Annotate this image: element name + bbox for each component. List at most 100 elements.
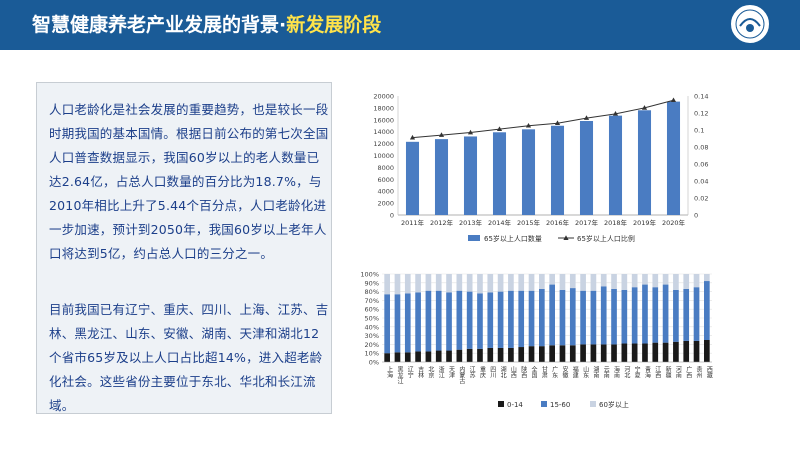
- elderly-segment: [466, 274, 473, 292]
- elderly-segment: [559, 274, 566, 290]
- elderly-segment: [580, 274, 586, 291]
- elderly-segment: [600, 274, 607, 287]
- left-axis-tick-label: 12000: [373, 140, 394, 148]
- year-tick-label: 2014年: [488, 218, 512, 227]
- elderly-segment: [384, 274, 390, 295]
- elderly-segment: [394, 274, 401, 295]
- year-tick-label: 2018年: [604, 218, 628, 227]
- ratio-marker: [641, 105, 648, 110]
- child-segment: [508, 347, 514, 362]
- percent-tick-label: 0%: [369, 359, 379, 367]
- year-tick-label: 2019年: [633, 218, 657, 227]
- population-bar: [434, 139, 449, 215]
- child-segment: [662, 342, 669, 362]
- ratio-marker: [612, 111, 619, 116]
- child-segment: [477, 348, 483, 362]
- child-segment: [580, 344, 586, 362]
- child-segment: [404, 352, 411, 362]
- province-tick-label: 上海: [386, 365, 393, 379]
- province-tick-label: 湖北: [499, 365, 506, 379]
- year-tick-label: 2015年: [517, 218, 541, 227]
- elderly-segment: [611, 274, 617, 289]
- ratio-marker: [438, 132, 445, 137]
- child-segment: [497, 347, 504, 362]
- ratio-line: [412, 99, 674, 139]
- ratio-marker: [583, 115, 590, 120]
- percent-tick-label: 100%: [360, 271, 379, 279]
- elderly-segment: [456, 274, 463, 291]
- left-axis-tick-label: 20000: [373, 93, 394, 101]
- age-structure-chart: 0%10%20%30%40%50%60%70%80%90%100% 上海 黑龙江 辽宁…: [360, 271, 712, 410]
- child-segment: [487, 347, 494, 362]
- ratio-marker: [670, 97, 677, 103]
- working-age-segment: [518, 290, 525, 348]
- working-age-segment: [508, 290, 514, 348]
- elderly-segment: [642, 274, 648, 285]
- province-tick-label: 吉林: [417, 366, 424, 379]
- province-tick-label: 云南: [602, 366, 609, 378]
- elderly-segment: [569, 274, 576, 289]
- child-segment: [693, 340, 700, 362]
- province-tick-label: 湖南: [592, 365, 599, 378]
- working-age-segment: [384, 294, 390, 354]
- population-bar: [608, 115, 623, 215]
- right-axis-tick-label: 0.04: [694, 178, 708, 186]
- population-bar: [550, 125, 565, 215]
- working-age-segment: [435, 290, 442, 351]
- working-age-segment: [580, 290, 586, 345]
- title-highlight: 新发展阶段: [286, 14, 382, 36]
- elderly-segment: [487, 274, 494, 293]
- working-age-segment: [528, 290, 535, 347]
- left-axis-tick-label: 2000: [377, 200, 394, 208]
- child-segment: [446, 350, 452, 362]
- elderly-segment: [621, 274, 628, 290]
- province-tick-label: 江苏: [468, 366, 475, 379]
- province-tick-label: 黑龙江: [396, 366, 403, 385]
- child-segment: [611, 344, 617, 362]
- legend-swatch: [498, 401, 504, 407]
- year-tick-label: 2011年: [401, 218, 425, 227]
- child-segment: [590, 344, 597, 362]
- percent-tick-label: 40%: [365, 323, 379, 331]
- elderly-segment: [435, 274, 442, 291]
- year-tick-label: 2017年: [575, 218, 599, 227]
- working-age-segment: [539, 288, 545, 347]
- right-axis-tick-label: 0.1: [694, 127, 704, 135]
- elderly-segment: [590, 274, 597, 291]
- province-tick-label: 浙江: [437, 365, 444, 379]
- child-segment: [539, 346, 545, 362]
- child-segment: [704, 340, 710, 362]
- working-age-segment: [631, 287, 638, 344]
- elderly-segment: [549, 274, 555, 285]
- province-tick-label: 四川: [489, 366, 496, 378]
- percent-tick-label: 90%: [365, 279, 379, 287]
- province-tick-label: 陕西: [520, 365, 527, 379]
- legend-swatch-bar: [468, 235, 480, 241]
- right-axis-tick-label: 0.08: [694, 144, 708, 152]
- ratio-marker: [467, 129, 474, 135]
- left-axis-tick-label: 10000: [373, 152, 394, 160]
- header-bar: 智慧健康养老产业发展的背景·新发展阶段: [0, 0, 800, 50]
- child-segment: [673, 341, 679, 362]
- working-age-segment: [704, 281, 710, 340]
- province-tick-label: 海南: [613, 365, 620, 378]
- ratio-marker: [496, 126, 503, 131]
- legend-marker: [563, 235, 569, 240]
- working-age-segment: [621, 289, 628, 344]
- working-age-segment: [404, 293, 411, 353]
- elderly-segment: [425, 274, 432, 291]
- working-age-segment: [662, 284, 669, 343]
- right-axis-tick-label: 0.14: [694, 93, 708, 101]
- legend-swatch: [590, 401, 596, 407]
- left-axis-tick-label: 16000: [373, 116, 394, 124]
- year-tick-label: 2020年: [662, 218, 686, 227]
- province-tick-label: 北京: [427, 365, 434, 379]
- working-age-segment: [673, 289, 679, 342]
- elderly-segment: [415, 274, 421, 293]
- elderly-segment: [693, 274, 700, 288]
- elderly-segment: [404, 274, 411, 294]
- working-age-segment: [456, 290, 463, 350]
- title-main: 智慧健康养老产业发展的背景·: [32, 14, 287, 36]
- ratio-marker: [525, 122, 532, 128]
- elderly-segment: [683, 274, 690, 289]
